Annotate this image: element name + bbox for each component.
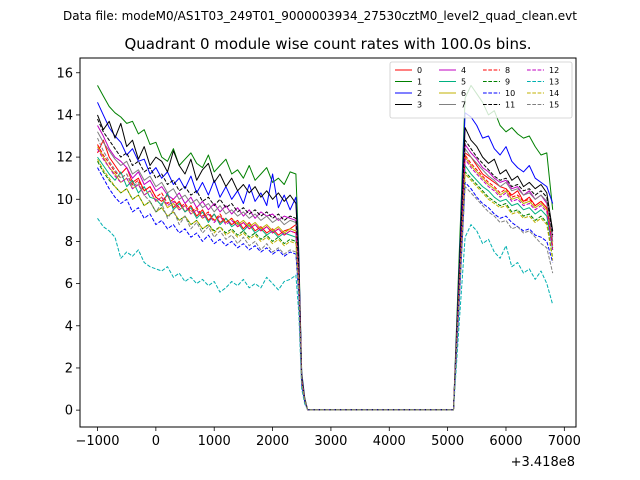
- y-tick-label: 12: [56, 151, 73, 166]
- x-tick-label: 5000: [431, 434, 464, 449]
- legend-label-6: 6: [461, 89, 466, 98]
- legend-label-0: 0: [417, 66, 422, 75]
- legend-label-12: 12: [549, 66, 559, 75]
- y-tick-label: 6: [65, 277, 73, 292]
- x-tick-label: 4000: [373, 434, 406, 449]
- x-tick-label: −1000: [76, 434, 120, 449]
- legend-label-8: 8: [505, 66, 510, 75]
- x-tick-label: 6000: [489, 434, 522, 449]
- legend-label-4: 4: [461, 66, 466, 75]
- y-tick-label: 2: [65, 361, 73, 376]
- y-tick-label: 0: [65, 404, 73, 419]
- x-tick-label: 2000: [256, 434, 289, 449]
- plot-area-frame: [79, 57, 577, 428]
- legend-label-9: 9: [505, 78, 510, 87]
- y-tick-label: 8: [65, 235, 73, 250]
- legend-label-11: 11: [505, 101, 515, 110]
- x-offset-label: +3.418e8: [511, 455, 575, 470]
- y-tick-label: 16: [56, 66, 73, 81]
- y-tick-label: 14: [56, 108, 73, 123]
- legend-label-10: 10: [505, 89, 515, 98]
- y-tick-label: 10: [56, 193, 73, 208]
- plot-series-group: [97, 84, 554, 411]
- legend-label-15: 15: [549, 101, 559, 110]
- series-line-12: [97, 148, 554, 411]
- legend-label-5: 5: [461, 78, 466, 87]
- legend-label-1: 1: [417, 78, 422, 87]
- y-tick-label: 4: [65, 319, 73, 334]
- series-line-10: [97, 167, 554, 411]
- axes-group: −1000 0 1000 2000 3000 4000 5000 6000 7000024681…: [56, 66, 580, 449]
- legend-label-2: 2: [417, 89, 422, 98]
- legend-label-14: 14: [549, 89, 559, 98]
- chart-suptitle: Data file: modeM0/AS1T03_249T01_90000039…: [63, 9, 577, 23]
- x-tick-label: 7000: [548, 434, 581, 449]
- series-line-13: [97, 218, 554, 411]
- x-tick-label: 1000: [198, 434, 231, 449]
- series-line-11: [97, 118, 554, 411]
- chart-title: Quadrant 0 module wise count rates with …: [124, 35, 531, 53]
- legend-label-13: 13: [549, 78, 559, 87]
- series-line-14: [97, 158, 554, 411]
- series-line-15: [97, 137, 554, 411]
- legend-label-7: 7: [461, 101, 466, 110]
- legend-frame: [389, 61, 573, 119]
- x-tick-label: 3000: [314, 434, 347, 449]
- x-tick-label: 0: [152, 434, 160, 449]
- legend-label-3: 3: [417, 101, 422, 110]
